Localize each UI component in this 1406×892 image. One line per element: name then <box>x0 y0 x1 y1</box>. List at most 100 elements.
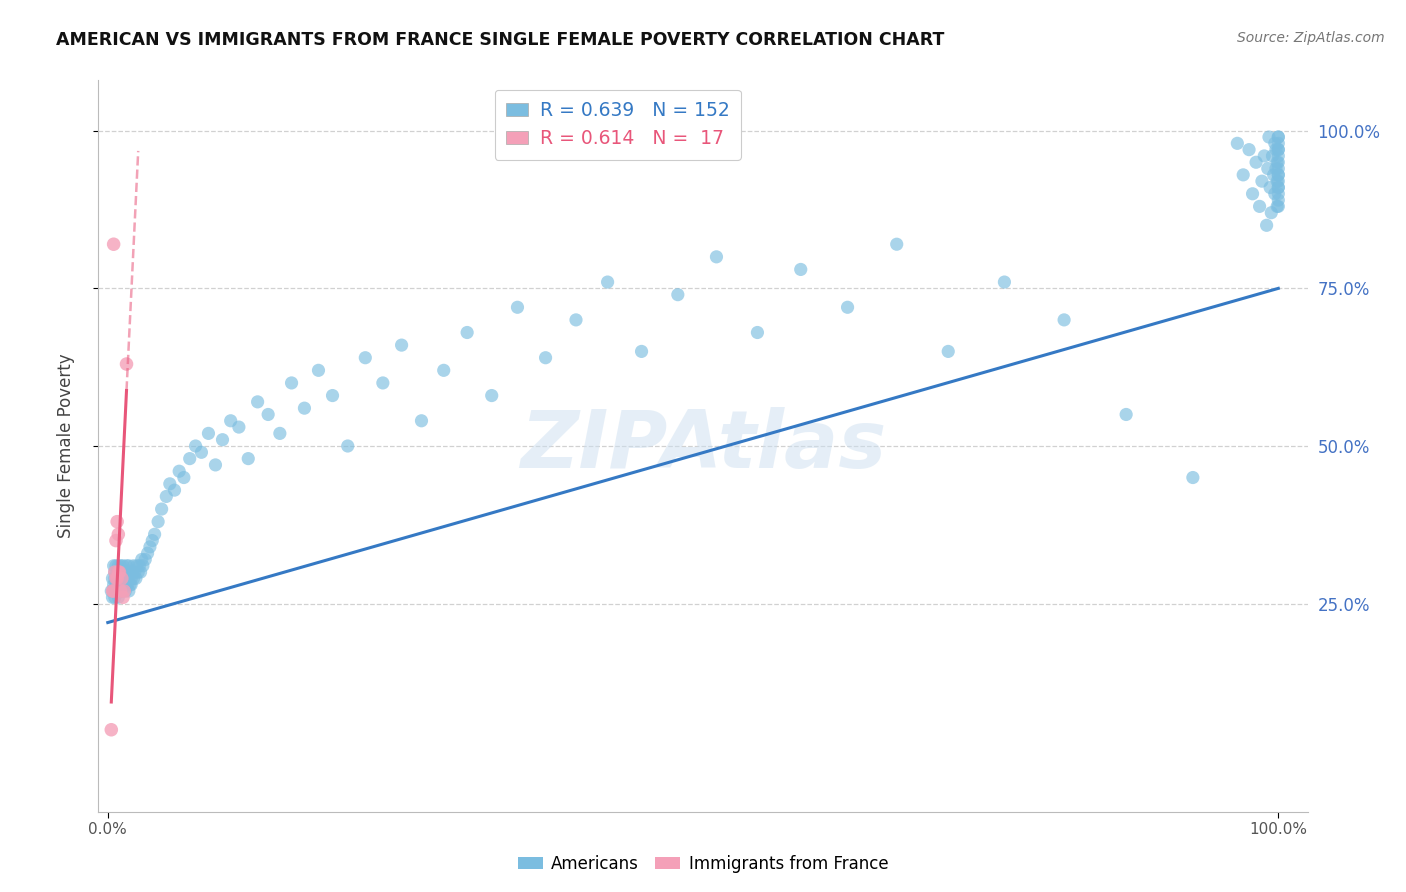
Point <box>211 433 233 447</box>
Point <box>105 571 128 585</box>
Point <box>1264 136 1286 151</box>
Point <box>110 558 132 573</box>
Point <box>886 237 908 252</box>
Point <box>308 363 330 377</box>
Legend: Americans, Immigrants from France: Americans, Immigrants from France <box>510 848 896 880</box>
Point <box>565 313 588 327</box>
Point <box>139 540 162 554</box>
Point <box>124 565 146 579</box>
Point <box>1265 143 1288 157</box>
Point <box>103 237 125 252</box>
Point <box>111 591 134 605</box>
Point <box>280 376 302 390</box>
Point <box>371 376 394 390</box>
Point <box>411 414 433 428</box>
Point <box>101 571 124 585</box>
Point <box>1257 161 1279 176</box>
Point <box>1258 130 1281 145</box>
Point <box>1256 219 1278 233</box>
Point <box>1267 193 1289 207</box>
Point <box>534 351 557 365</box>
Point <box>146 515 169 529</box>
Point <box>118 558 141 573</box>
Point <box>104 565 127 579</box>
Point <box>747 326 769 340</box>
Point <box>666 287 689 301</box>
Point <box>108 565 131 579</box>
Text: AMERICAN VS IMMIGRANTS FROM FRANCE SINGLE FEMALE POVERTY CORRELATION CHART: AMERICAN VS IMMIGRANTS FROM FRANCE SINGL… <box>56 31 945 49</box>
Point <box>131 552 153 566</box>
Point <box>103 584 125 599</box>
Point <box>322 388 344 402</box>
Point <box>125 558 148 573</box>
Point <box>104 558 127 573</box>
Point <box>150 502 173 516</box>
Point <box>107 527 129 541</box>
Point <box>1267 180 1289 194</box>
Point <box>1267 130 1289 145</box>
Point <box>936 344 959 359</box>
Point <box>596 275 619 289</box>
Point <box>125 571 148 585</box>
Point <box>104 584 127 599</box>
Point <box>128 558 150 573</box>
Point <box>114 578 136 592</box>
Point <box>257 408 280 422</box>
Point <box>107 591 129 605</box>
Point <box>190 445 212 459</box>
Point <box>1265 155 1288 169</box>
Point <box>105 584 128 599</box>
Point <box>111 584 134 599</box>
Point <box>1249 199 1271 213</box>
Point <box>179 451 201 466</box>
Point <box>120 571 142 585</box>
Point <box>269 426 291 441</box>
Point <box>110 565 132 579</box>
Point <box>111 558 134 573</box>
Point <box>184 439 207 453</box>
Point <box>197 426 219 441</box>
Point <box>790 262 813 277</box>
Point <box>204 458 226 472</box>
Point <box>115 565 138 579</box>
Point <box>105 578 128 592</box>
Point <box>112 584 135 599</box>
Point <box>1267 161 1289 176</box>
Point <box>433 363 456 377</box>
Point <box>127 565 149 579</box>
Point <box>122 558 145 573</box>
Point <box>103 558 125 573</box>
Point <box>336 439 359 453</box>
Point <box>107 558 129 573</box>
Point <box>246 395 269 409</box>
Point <box>1267 130 1289 145</box>
Point <box>1267 186 1289 201</box>
Point <box>1267 143 1289 157</box>
Point <box>1265 174 1288 188</box>
Point <box>117 571 139 585</box>
Point <box>294 401 316 416</box>
Point <box>238 451 260 466</box>
Point <box>132 558 155 573</box>
Point <box>105 565 128 579</box>
Point <box>163 483 186 497</box>
Point <box>104 571 127 585</box>
Point <box>1267 174 1289 188</box>
Point <box>112 571 135 585</box>
Point <box>159 476 181 491</box>
Point <box>111 578 134 592</box>
Point <box>1251 174 1274 188</box>
Point <box>114 584 136 599</box>
Point <box>100 723 122 737</box>
Point <box>121 565 143 579</box>
Point <box>111 565 134 579</box>
Point <box>112 565 135 579</box>
Point <box>112 578 135 592</box>
Point <box>1253 149 1275 163</box>
Point <box>105 571 128 585</box>
Point <box>129 565 152 579</box>
Point <box>993 275 1015 289</box>
Point <box>1267 143 1289 157</box>
Point <box>114 571 136 585</box>
Point <box>136 546 159 560</box>
